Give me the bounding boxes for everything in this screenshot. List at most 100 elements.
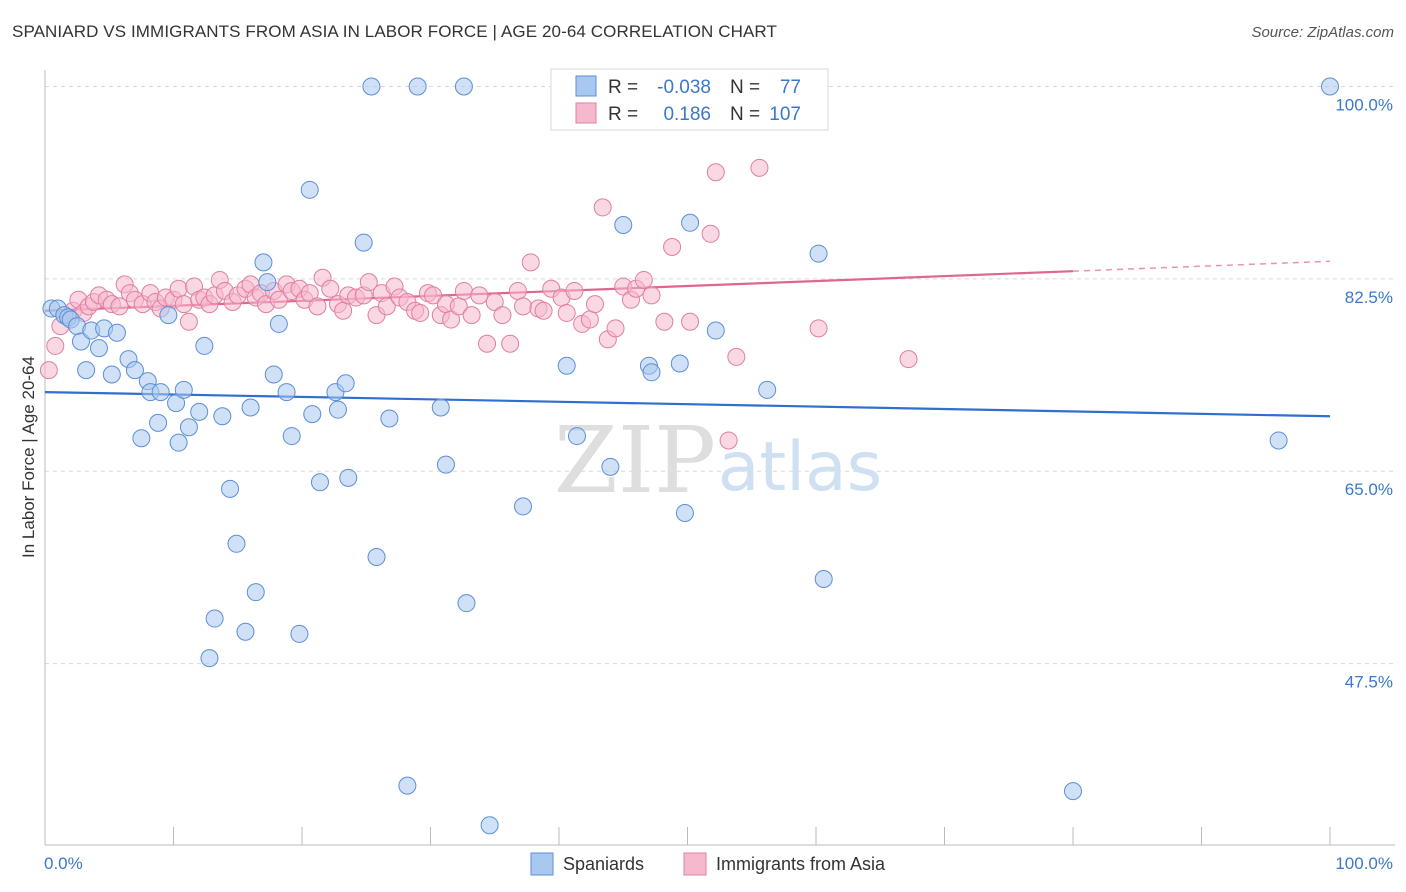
bottom-legend-label-spaniards: Spaniards (563, 854, 644, 874)
data-point-spaniards (557, 356, 576, 375)
data-point-spaniards (107, 323, 126, 342)
data-point-spaniards (125, 361, 144, 380)
data-point-immigrants (462, 306, 481, 325)
data-point-immigrants (39, 361, 58, 380)
data-point-immigrants (321, 279, 340, 298)
data-point-spaniards (1269, 431, 1288, 450)
data-point-immigrants (681, 312, 700, 331)
data-point-immigrants (46, 336, 65, 355)
data-point-immigrants (308, 297, 327, 316)
trend-line-spaniards (44, 390, 1331, 418)
watermark-zip: ZIP (554, 407, 716, 514)
data-point-immigrants (508, 281, 527, 300)
data-point-immigrants (179, 312, 198, 331)
data-point-spaniards (258, 273, 277, 292)
data-point-spaniards (1321, 77, 1339, 96)
data-point-immigrants (501, 334, 520, 353)
data-point-spaniards (102, 365, 121, 384)
data-point-spaniards (213, 407, 232, 426)
data-point-immigrants (580, 310, 599, 329)
legend-r-value-immigrants: 0.186 (663, 104, 711, 125)
data-point-spaniards (362, 77, 381, 96)
data-point-spaniards (431, 398, 450, 417)
y-tick-label: 82.5% (1345, 288, 1393, 307)
data-point-immigrants (655, 312, 674, 331)
x-tick-label: 0.0% (44, 854, 83, 873)
bottom-legend-swatch-spaniards (530, 852, 554, 876)
chart-source: Source: ZipAtlas.com (1251, 24, 1394, 41)
y-tick-labels: 100.0% 82.5% 65.0% 47.5% (1335, 95, 1393, 691)
data-point-spaniards (236, 622, 255, 641)
series-spaniards-points (42, 77, 1339, 835)
watermark: ZIP atlas (554, 407, 882, 514)
data-point-immigrants (454, 281, 473, 300)
data-point-spaniards (179, 418, 198, 437)
legend-r-label-immigrants: R = (608, 104, 638, 125)
data-point-spaniards (77, 361, 96, 380)
data-point-spaniards (195, 336, 214, 355)
data-point-immigrants (750, 158, 769, 177)
legend-box (550, 68, 829, 131)
data-point-spaniards (174, 380, 193, 399)
data-point-spaniards (367, 547, 386, 566)
legend-r-value-spaniards: -0.038 (657, 77, 711, 98)
data-point-immigrants (424, 286, 443, 305)
data-point-spaniards (290, 624, 309, 643)
legend-n-label-spaniards: N = (730, 77, 760, 98)
data-point-spaniards (159, 306, 178, 325)
data-point-immigrants (514, 297, 533, 316)
data-point-spaniards (205, 609, 224, 628)
data-point-immigrants (300, 284, 319, 303)
data-point-immigrants (606, 319, 625, 338)
data-point-spaniards (339, 468, 358, 487)
legend-swatch-spaniards (575, 75, 597, 97)
y-tick-label: 100.0% (1335, 95, 1393, 114)
x-tick-labels: 0.0% 100.0% (44, 854, 1393, 873)
data-point-immigrants (701, 224, 720, 243)
data-point-immigrants (557, 303, 576, 322)
data-point-spaniards (200, 649, 219, 668)
data-point-immigrants (485, 292, 504, 311)
data-point-spaniards (670, 354, 689, 373)
data-point-spaniards (814, 569, 833, 588)
data-point-spaniards (241, 398, 260, 417)
data-point-spaniards (190, 402, 209, 421)
data-point-spaniards (514, 497, 533, 516)
data-point-spaniards (269, 314, 288, 333)
data-point-spaniards (227, 534, 246, 553)
data-point-spaniards (380, 409, 399, 428)
axes (44, 70, 1395, 846)
data-point-spaniards (221, 479, 240, 498)
data-point-spaniards (642, 363, 661, 382)
data-point-immigrants (719, 431, 738, 450)
stats-legend: R = -0.038 N = 77 R = 0.186 N = 107 (550, 68, 829, 131)
watermark-atlas: atlas (718, 428, 882, 507)
series-immigrants-points (39, 77, 918, 450)
data-point-immigrants (110, 297, 129, 316)
data-point-spaniards (457, 594, 476, 613)
data-point-immigrants (169, 279, 188, 298)
data-point-spaniards (300, 180, 319, 199)
data-point-spaniards (567, 427, 586, 446)
data-point-spaniards (167, 394, 186, 413)
data-point-immigrants (470, 286, 489, 305)
data-point-spaniards (758, 380, 777, 399)
data-point-immigrants (521, 253, 540, 272)
data-point-immigrants (593, 198, 612, 217)
data-point-immigrants (585, 295, 604, 314)
data-point-spaniards (436, 455, 455, 474)
data-point-spaniards (601, 457, 620, 476)
data-point-spaniards (71, 332, 90, 351)
data-point-spaniards (675, 504, 694, 523)
bottom-legend-swatch-immigrants (683, 852, 707, 876)
data-point-immigrants (727, 347, 746, 366)
data-point-spaniards (303, 405, 322, 424)
legend-swatch-immigrants (575, 102, 597, 124)
data-point-spaniards (149, 413, 168, 432)
data-point-spaniards (480, 816, 499, 835)
data-point-spaniards (264, 365, 283, 384)
data-point-immigrants (899, 350, 918, 369)
data-point-immigrants (269, 290, 288, 309)
y-tick-label: 47.5% (1345, 673, 1393, 692)
data-point-immigrants (411, 303, 430, 322)
